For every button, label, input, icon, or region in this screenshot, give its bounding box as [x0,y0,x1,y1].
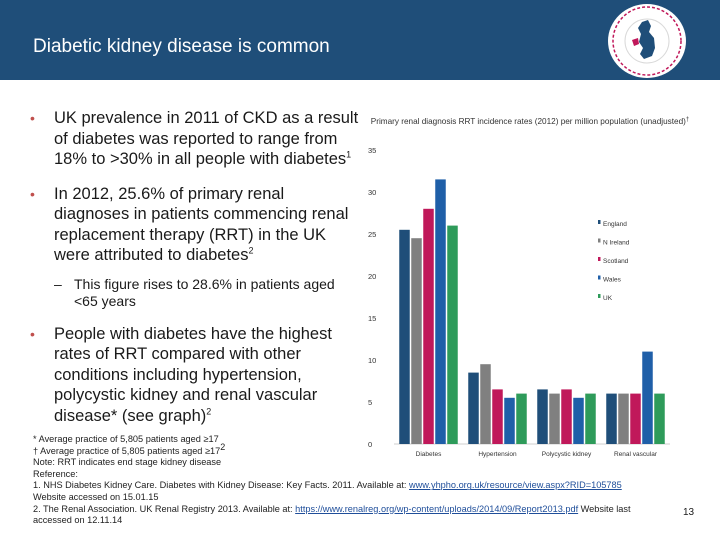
bar-scotland [492,389,503,444]
bar-scotland [423,208,434,444]
reference-link[interactable]: https://www.renalreg.org/wp-content/uplo… [295,503,579,514]
bar-uk [516,393,527,444]
renal-society-logo-icon [608,4,686,78]
y-tick-label: 15 [368,314,376,323]
bar-wales [435,179,446,444]
bar-england [537,389,548,444]
footnotes: * Average practice of 5,805 patients age… [33,434,713,527]
slide-title: Diabetic kidney disease is common [33,36,330,57]
bullet-text: People with diabetes have the highest ra… [54,324,332,425]
footnote-line: Website accessed on 15.01.15 [33,491,159,502]
y-tick-label: 5 [368,398,372,407]
footnote-text: Website last [578,503,631,514]
bar-uk [585,393,596,444]
footnote-line: Reference: [33,468,78,479]
bar-wales [504,397,515,444]
legend-swatch [598,238,601,243]
bar-wales [573,397,584,444]
reference-mark: 2 [248,245,254,256]
bullet-item: • People with diabetes have the highest … [30,324,360,427]
footnote-text: 1. NHS Diabetes Kidney Care. Diabetes wi… [33,480,410,491]
page-number: 13 [683,507,695,518]
bullet-dot-icon: • [30,325,35,342]
bar-england [468,372,479,444]
chart-bars [399,179,665,444]
bullet-item: • UK prevalence in 2011 of CKD as a resu… [30,108,360,170]
chart-legend: England N Ireland Scotland Wales UK [598,220,630,302]
x-tick-label-line: Hypertension [478,451,517,458]
footnote-line: 1. NHS Diabetes Kidney Care. Diabetes wi… [33,480,713,492]
legend-swatch [598,294,601,298]
bullet-dot-icon: • [30,185,35,202]
legend-label: N Ireland [603,240,630,247]
legend-swatch [598,275,601,280]
legend-swatch [598,220,601,224]
chart-title: Primary renal diagnosis RRT incidence ra… [371,117,689,126]
reference-link[interactable]: www.yhpho.org.uk/resource/view.aspx?RID=… [409,480,622,491]
x-tick-label: Polycystic kidney [542,451,592,458]
legend-label: Wales [603,277,622,284]
sub-bullet-text: This figure rises to 28.6% in patients a… [74,275,335,309]
y-tick-label: 10 [368,356,376,365]
y-tick-label: 30 [368,188,376,197]
footnote-line: accessed on 12.11.14 [33,515,123,526]
bar-n-ireland [480,364,491,444]
x-tick-label: Diabetes [416,451,442,458]
bar-england [399,229,410,444]
y-tick-label: 25 [368,230,376,239]
dash-icon: – [54,275,62,292]
reference-mark: 2 [206,406,212,416]
sub-bullet-item: – This figure rises to 28.6% in patients… [30,276,360,310]
footnote-text: † Average practice of 5,805 patients age… [33,445,221,456]
bullet-list: • UK prevalence in 2011 of CKD as a resu… [30,108,360,440]
bar-n-ireland [411,238,422,444]
chart-title-text: Primary renal diagnosis RRT incidence ra… [371,117,686,126]
reference-mark: 1 [346,149,352,160]
bullet-dot-icon: • [30,110,35,126]
y-tick-label: 0 [368,440,372,449]
bar-scotland [630,393,641,444]
x-tick-label-line: Polycystic kidney [542,451,592,458]
bar-uk [447,225,458,444]
bar-n-ireland [549,393,560,444]
legend-label: UK [603,295,613,302]
bullet-item: • In 2012, 25.6% of primary renal diagno… [30,184,360,266]
legend-label: Scotland [603,258,629,265]
legend-swatch [598,257,601,261]
footnote-text: 2. The Renal Association. UK Renal Regis… [33,503,296,514]
footnote-line: † Average practice of 5,805 patients age… [33,442,713,458]
footnote-line: Note: RRT indicates end stage kidney dis… [33,457,222,468]
footnote-line: 2. The Renal Association. UK Renal Regis… [33,504,713,516]
rrt-incidence-chart: Primary renal diagnosis RRT incidence ra… [368,117,689,458]
reference-mark: 2 [220,441,226,452]
y-tick-label: 35 [368,146,376,155]
y-tick-label: 20 [368,272,376,281]
bar-england [606,393,617,444]
x-tick-label-line: Renal vascular [614,451,658,458]
bar-uk [654,393,665,444]
footnote-line: * Average practice of 5,805 patients age… [33,434,219,444]
x-tick-label: Hypertension [478,451,517,458]
bar-n-ireland [618,393,629,444]
bar-scotland [561,389,572,444]
bar-wales [642,351,653,444]
chart-title-mark: † [686,117,689,123]
slide-header: Diabetic kidney disease is common [0,0,720,80]
x-tick-label-line: Diabetes [416,451,442,458]
bullet-text: In 2012, 25.6% of primary renal diagnose… [54,184,349,265]
bullet-text: UK prevalence in 2011 of CKD as a result… [54,109,359,168]
legend-label: England [603,221,627,228]
